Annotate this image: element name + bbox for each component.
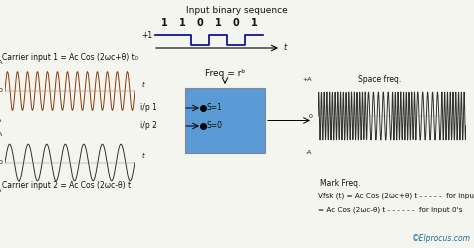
Text: i/p 1: i/p 1	[140, 103, 157, 113]
Text: S=0: S=0	[207, 122, 223, 130]
Text: Input binary sequence: Input binary sequence	[186, 6, 288, 15]
Text: +1: +1	[141, 31, 152, 39]
Text: ©Elprocus.com: ©Elprocus.com	[412, 234, 471, 243]
Text: t: t	[283, 43, 286, 53]
Text: 1: 1	[215, 18, 221, 28]
Text: i/p 2: i/p 2	[140, 122, 157, 130]
Text: 0: 0	[308, 114, 312, 119]
Text: 1: 1	[179, 18, 185, 28]
Text: Carrier input 2 = Ac Cos (2ωc-θ) t: Carrier input 2 = Ac Cos (2ωc-θ) t	[2, 181, 131, 189]
Text: Space freq.: Space freq.	[358, 75, 401, 84]
Text: Carrier input 1 = Ac Cos (2ωc+θ) t₀: Carrier input 1 = Ac Cos (2ωc+θ) t₀	[2, 53, 138, 62]
Text: Vfsk (t) = Ac Cos (2ωc+θ) t - - - - -  for input 1's: Vfsk (t) = Ac Cos (2ωc+θ) t - - - - - fo…	[318, 193, 474, 199]
Text: 1: 1	[251, 18, 257, 28]
Text: -A: -A	[0, 187, 2, 192]
Text: S=1: S=1	[207, 103, 223, 113]
Text: t: t	[142, 82, 144, 88]
Text: -A: -A	[0, 118, 2, 123]
Text: A: A	[0, 132, 2, 137]
Text: Freq = rᵇ: Freq = rᵇ	[205, 69, 245, 79]
Text: 0: 0	[233, 18, 239, 28]
Text: 0: 0	[0, 160, 2, 165]
Text: 0: 0	[0, 89, 2, 93]
Text: 1: 1	[161, 18, 167, 28]
Text: 0: 0	[197, 18, 203, 28]
Text: = Ac Cos (2ωc-θ) t - - - - - -  for input 0's: = Ac Cos (2ωc-θ) t - - - - - - for input…	[318, 207, 463, 213]
Text: -A: -A	[306, 150, 312, 155]
Text: +A: +A	[0, 60, 2, 64]
Text: +A: +A	[302, 77, 312, 83]
Text: Mark Freq.: Mark Freq.	[320, 179, 360, 187]
Bar	[185, 88, 265, 153]
Text: t: t	[142, 154, 144, 159]
